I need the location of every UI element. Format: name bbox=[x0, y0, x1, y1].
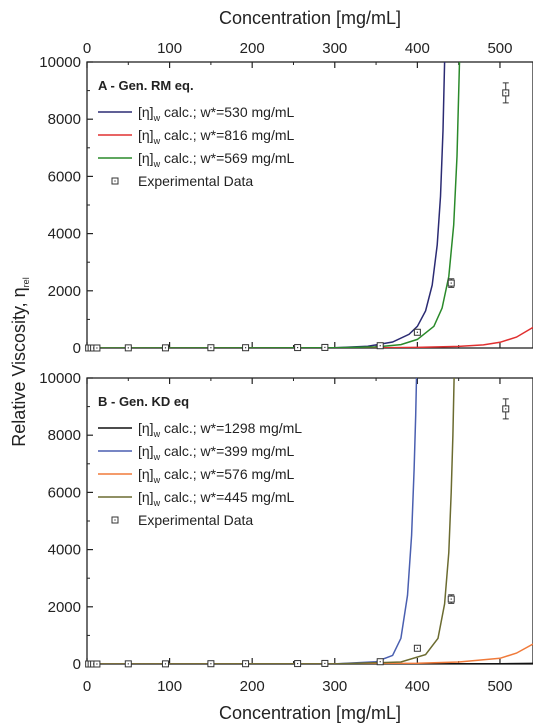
top-x-tick-label-0: 0 bbox=[83, 40, 91, 57]
legend-label-1-1: [η]w calc.; w*=399 mg/mL bbox=[138, 443, 295, 462]
series-line-0-2 bbox=[87, 62, 461, 348]
legend-label-sub: w bbox=[153, 113, 161, 123]
data-point-dot-1-5 bbox=[164, 663, 167, 665]
bottom-x-tick-label-2: 200 bbox=[240, 678, 265, 695]
data-point-dot-0-9 bbox=[324, 346, 326, 349]
panel-title-0: A - Gen. RM eq. bbox=[98, 78, 194, 93]
legend-label-sub: w bbox=[153, 475, 161, 485]
data-point-dot-1-3 bbox=[96, 663, 98, 665]
series-line-1-3 bbox=[87, 378, 455, 664]
series-line-0-1 bbox=[87, 326, 533, 348]
legend-label-prefix: [η] bbox=[138, 127, 154, 143]
top-x-axis-title: Concentration [mg/mL] bbox=[219, 8, 401, 28]
data-point-dot-0-10 bbox=[379, 345, 381, 347]
panel-frame-0 bbox=[86, 61, 533, 349]
series-group-0 bbox=[87, 62, 533, 348]
legend-label-text: calc.; w*=576 mg/mL bbox=[160, 466, 294, 482]
legend-label-text: calc.; w*=445 mg/mL bbox=[160, 489, 294, 505]
data-point-dot-0-3 bbox=[96, 347, 98, 349]
y-tick-label-1-4: 8000 bbox=[48, 427, 81, 444]
data-point-dot-0-13 bbox=[505, 92, 507, 94]
data-point-dot-1-9 bbox=[324, 662, 326, 665]
legend-label-experimental-1: Experimental Data bbox=[138, 512, 253, 528]
top-x-tick-label-5: 500 bbox=[487, 40, 512, 57]
bottom-x-tick-label-5: 500 bbox=[487, 678, 512, 695]
data-point-dot-1-4 bbox=[127, 663, 129, 665]
data-point-dot-1-13 bbox=[505, 408, 507, 410]
legend-label-sub: w bbox=[153, 452, 161, 462]
bottom-x-tick-label-4: 400 bbox=[405, 678, 430, 695]
y-tick-label-0-2: 4000 bbox=[48, 226, 81, 243]
legend-label-sub: w bbox=[153, 159, 161, 169]
y-axis-title-sub: rel bbox=[21, 277, 31, 287]
y-tick-label-0-4: 8000 bbox=[48, 111, 81, 128]
data-point-dot-0-6 bbox=[210, 347, 212, 349]
y-tick-label-0-3: 6000 bbox=[48, 168, 81, 185]
legend-label-prefix: [η] bbox=[138, 489, 154, 505]
data-point-dot-0-11 bbox=[416, 331, 418, 333]
series-line-1-2 bbox=[87, 643, 533, 664]
legend-label-0-1: [η]w calc.; w*=816 mg/mL bbox=[138, 127, 295, 146]
y-tick-label-1-1: 2000 bbox=[48, 599, 81, 616]
legend-label-text: calc.; w*=1298 mg/mL bbox=[160, 420, 302, 436]
legend-label-text: calc.; w*=816 mg/mL bbox=[160, 127, 294, 143]
legend-swatch-experimental-dot-1 bbox=[114, 519, 116, 521]
top-x-tick-label-4: 400 bbox=[405, 40, 430, 57]
y-axis-title: Relative Viscosity, ηrel bbox=[9, 277, 31, 446]
legend-label-1-0: [η]w calc.; w*=1298 mg/mL bbox=[138, 420, 302, 439]
data-point-dot-1-10 bbox=[379, 661, 381, 663]
data-point-dot-1-7 bbox=[244, 663, 247, 665]
legend-label-text: calc.; w*=399 mg/mL bbox=[160, 443, 294, 459]
data-point-dot-1-12 bbox=[450, 598, 452, 600]
bottom-x-tick-label-0: 0 bbox=[83, 678, 91, 695]
data-point-dot-0-12 bbox=[450, 282, 452, 284]
y-tick-label-1-0: 0 bbox=[73, 656, 81, 673]
bottom-x-tick-label-1: 100 bbox=[157, 678, 182, 695]
bottom-x-axis-title: Concentration [mg/mL] bbox=[219, 703, 401, 723]
legend-label-sub: w bbox=[153, 498, 161, 508]
y-tick-label-0-1: 2000 bbox=[48, 283, 81, 300]
y-tick-label-0-5: 10000 bbox=[39, 54, 81, 71]
legend-label-0-0: [η]w calc.; w*=530 mg/mL bbox=[138, 104, 295, 123]
data-point-dot-0-7 bbox=[244, 347, 247, 349]
data-point-dot-0-8 bbox=[297, 346, 299, 349]
legend-label-text: calc.; w*=569 mg/mL bbox=[160, 150, 294, 166]
y-axis-title-main: Relative Viscosity, η bbox=[9, 287, 29, 446]
legend-label-1-3: [η]w calc.; w*=445 mg/mL bbox=[138, 489, 295, 508]
legend-label-0-2: [η]w calc.; w*=569 mg/mL bbox=[138, 150, 295, 169]
panel-title-1: B - Gen. KD eq bbox=[98, 394, 189, 409]
y-tick-label-1-3: 6000 bbox=[48, 484, 81, 501]
legend-label-prefix: [η] bbox=[138, 420, 154, 436]
legend-label-prefix: [η] bbox=[138, 443, 154, 459]
legend-label-prefix: [η] bbox=[138, 466, 154, 482]
data-point-dot-1-8 bbox=[297, 662, 299, 665]
top-x-tick-label-3: 300 bbox=[322, 40, 347, 57]
y-tick-label-0-0: 0 bbox=[73, 340, 81, 357]
legend-label-prefix: [η] bbox=[138, 150, 154, 166]
y-tick-label-1-2: 4000 bbox=[48, 542, 81, 559]
legend-label-sub: w bbox=[153, 136, 161, 146]
legend-label-sub: w bbox=[153, 429, 161, 439]
data-point-dot-0-4 bbox=[127, 347, 129, 349]
data-point-dot-1-11 bbox=[416, 647, 418, 649]
legend-swatch-experimental-dot-0 bbox=[114, 180, 116, 182]
legend-label-experimental-0: Experimental Data bbox=[138, 173, 253, 189]
data-point-dot-1-6 bbox=[210, 663, 212, 665]
legend-label-text: calc.; w*=530 mg/mL bbox=[160, 104, 294, 120]
panel-0: 0 2000 4000 6000 8000 10000 A - Gen. RM eq. [η]… bbox=[39, 54, 533, 357]
bottom-x-tick-label-3: 300 bbox=[322, 678, 347, 695]
y-tick-label-1-5: 10000 bbox=[39, 370, 81, 387]
top-x-tick-label-1: 100 bbox=[157, 40, 182, 57]
legend-label-1-2: [η]w calc.; w*=576 mg/mL bbox=[138, 466, 295, 485]
top-x-tick-label-2: 200 bbox=[240, 40, 265, 57]
legend-label-prefix: [η] bbox=[138, 104, 154, 120]
data-point-dot-0-5 bbox=[164, 347, 167, 349]
